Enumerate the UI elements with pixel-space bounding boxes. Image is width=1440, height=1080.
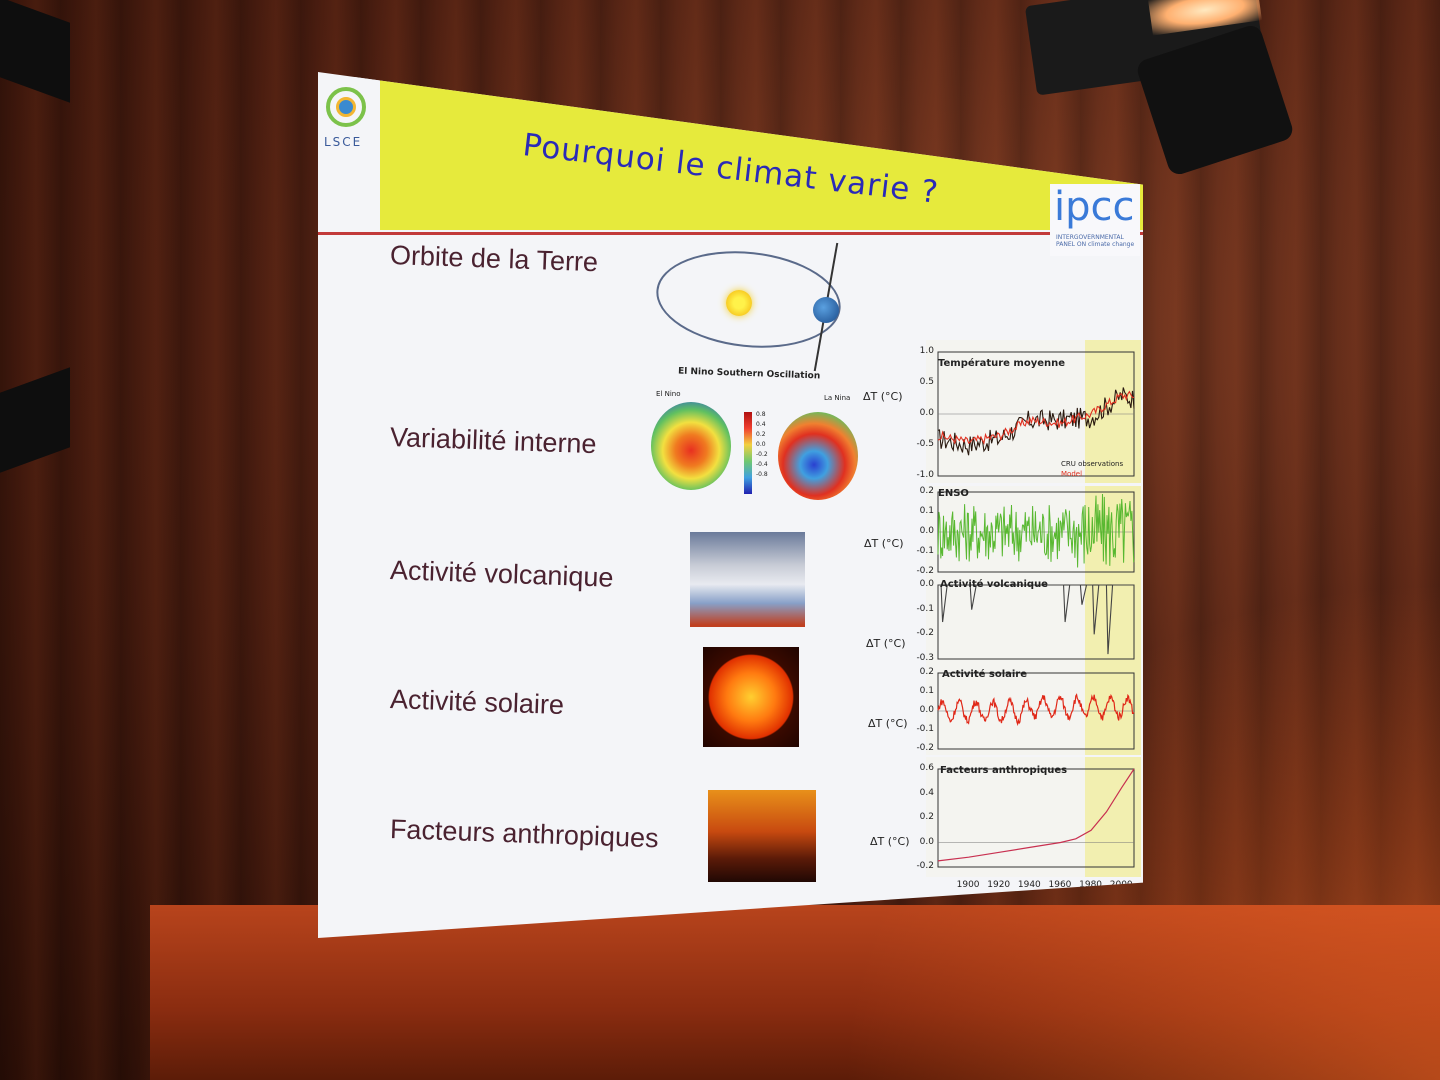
ytick-0-2: 0.0 bbox=[919, 408, 934, 418]
el-nino-label: El Nino bbox=[656, 390, 681, 398]
solar-plot bbox=[937, 672, 1135, 750]
colorbar-tick-4: -0.2 bbox=[756, 451, 768, 458]
panel-title-temperature: Température moyenne bbox=[938, 358, 1066, 369]
panel-title-solar: Activité solaire bbox=[942, 669, 1028, 680]
ytick-2-3: -0.3 bbox=[916, 653, 934, 663]
enso-figure-title: El Nino Southern Oscillation bbox=[677, 366, 821, 382]
la-nina-label: La Nina bbox=[824, 394, 851, 402]
earth-icon bbox=[813, 297, 839, 323]
colorbar-tick-1: 0.4 bbox=[756, 421, 766, 428]
row-label-volcanic: Activité volcanique bbox=[389, 555, 615, 593]
lsce-logo: LSCE bbox=[318, 77, 380, 157]
sun-photo bbox=[703, 647, 799, 747]
ytick-0-4: -1.0 bbox=[916, 470, 934, 480]
panel-frame-4 bbox=[937, 768, 1135, 868]
colorbar-tick-6: -0.8 bbox=[756, 471, 768, 478]
colorbar-tick-2: 0.2 bbox=[756, 431, 766, 438]
colorbar-tick-3: 0.0 bbox=[756, 441, 766, 448]
ytick-1-1: 0.1 bbox=[919, 506, 934, 516]
row-label-solar: Activité solaire bbox=[389, 684, 565, 721]
volcano-photo bbox=[690, 532, 805, 627]
legend-observations: CRU observations bbox=[1061, 460, 1124, 468]
ytick-1-2: 0.0 bbox=[919, 526, 934, 536]
el-nino-globe bbox=[651, 402, 731, 490]
dt-label-4: ΔT (°C) bbox=[868, 717, 908, 730]
panel-title-volcanic: Activité volcanique bbox=[940, 579, 1048, 590]
ytick-3-2: 0.0 bbox=[919, 705, 934, 715]
ytick-1-4: -0.2 bbox=[916, 566, 934, 576]
xtick-1980: 1980 bbox=[1079, 880, 1103, 890]
ytick-4-4: -0.2 bbox=[916, 861, 934, 871]
la-nina-globe bbox=[778, 412, 858, 500]
chart-panel-volcanic: Activité volcanique 0.0 -0.1 -0.2 -0.3 bbox=[916, 577, 1141, 667]
enso-plot bbox=[937, 491, 1135, 573]
projected-slide: Pourquoi le climat varie ? LSCE ipcc INT… bbox=[318, 72, 1143, 938]
sun-icon bbox=[726, 290, 752, 316]
volcanic-plot bbox=[937, 584, 1135, 660]
colorbar-tick-5: -0.4 bbox=[756, 461, 768, 468]
ytick-1-0: 0.2 bbox=[919, 486, 934, 496]
series-solar bbox=[937, 693, 1135, 727]
chart-panel-temperature: Température moyenne CRU observations Mod… bbox=[916, 340, 1141, 483]
colorbar-tick-0: 0.8 bbox=[756, 411, 766, 418]
chart-panel-enso: ENSO 0.2 0.1 0.0 -0.1 -0.2 bbox=[916, 486, 1141, 578]
xtick-1920: 1920 bbox=[987, 880, 1011, 890]
ytick-0-3: -0.5 bbox=[916, 439, 934, 449]
ytick-4-1: 0.4 bbox=[919, 787, 934, 798]
ytick-3-0: 0.2 bbox=[919, 667, 934, 677]
anthropic-plot bbox=[937, 768, 1135, 868]
dt-label-3: ΔT (°C) bbox=[866, 637, 906, 650]
ytick-4-0: 0.6 bbox=[919, 763, 934, 773]
chart-panel-solar: Activité solaire 0.2 0.1 0.0 -0.1 -0.2 bbox=[916, 667, 1141, 755]
lsce-logo-text: LSCE bbox=[324, 135, 363, 149]
colorbar-ticks: 0.8 0.4 0.2 0.0 -0.2 -0.4 -0.8 bbox=[756, 410, 768, 480]
dt-label-1: ΔT (°C) bbox=[863, 390, 903, 403]
ytick-2-2: -0.2 bbox=[916, 628, 934, 639]
enso-colorbar bbox=[744, 412, 752, 494]
panel-title-anthropic: Facteurs anthropiques bbox=[940, 765, 1068, 776]
ipcc-logo-text: ipcc bbox=[1054, 184, 1135, 230]
ytick-3-4: -0.2 bbox=[916, 743, 934, 753]
title-divider bbox=[318, 232, 1143, 235]
series-volcanic bbox=[938, 584, 1134, 655]
series-enso bbox=[937, 493, 1135, 568]
ytick-0-1: 0.5 bbox=[919, 377, 934, 387]
ytick-0-0: 1.0 bbox=[919, 346, 934, 356]
row-label-anthropic: Facteurs anthropiques bbox=[389, 814, 660, 854]
ytick-3-3: -0.1 bbox=[916, 724, 934, 734]
series-model bbox=[937, 390, 1134, 445]
xtick-1960: 1960 bbox=[1048, 880, 1072, 890]
legend-model: Model bbox=[1061, 470, 1083, 478]
ytick-4-3: 0.0 bbox=[919, 836, 934, 847]
row-label-orbit: Orbite de la Terre bbox=[389, 240, 599, 278]
row-label-internal: Variabilité interne bbox=[389, 422, 598, 460]
temperature-plot bbox=[937, 351, 1135, 477]
dt-label-5: ΔT (°C) bbox=[870, 835, 910, 848]
ipcc-logo-subtitle: INTERGOVERNMENTAL PANEL ON climate chang… bbox=[1056, 234, 1135, 248]
panel-title-enso: ENSO bbox=[938, 488, 969, 499]
ytick-3-1: 0.1 bbox=[919, 686, 934, 696]
series-anthropic bbox=[937, 768, 1135, 862]
dt-label-2: ΔT (°C) bbox=[864, 537, 904, 550]
ytick-4-2: 0.2 bbox=[919, 812, 934, 822]
factory-photo bbox=[708, 790, 816, 882]
ytick-2-0: 0.0 bbox=[919, 579, 934, 589]
ipcc-logo: ipcc INTERGOVERNMENTAL PANEL ON climate … bbox=[1050, 184, 1140, 256]
panel-frame-2 bbox=[937, 584, 1135, 660]
chart-panel-anthropic: Facteurs anthropiques 0.6 0.4 0.2 0.0 -0.2 bbox=[916, 757, 1141, 877]
ytick-1-3: -0.1 bbox=[916, 546, 934, 556]
xtick-1940: 1940 bbox=[1017, 880, 1041, 890]
xtick-1900: 1900 bbox=[956, 880, 980, 890]
ytick-2-1: -0.1 bbox=[916, 603, 934, 614]
